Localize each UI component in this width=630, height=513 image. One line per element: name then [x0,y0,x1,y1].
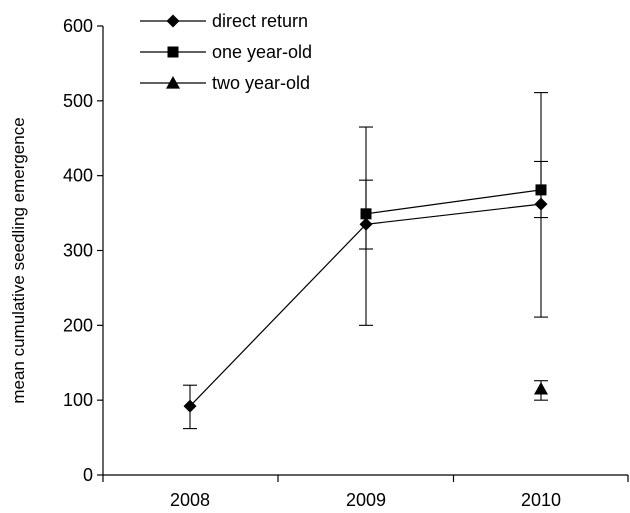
y-tick-label: 600 [63,16,93,36]
x-tick-label: 2008 [170,490,210,510]
y-tick-label: 400 [63,166,93,186]
y-tick-label: 500 [63,91,93,111]
data-point [183,399,197,413]
data-point [360,208,372,220]
legend-item: two year-old [140,73,310,93]
y-tick-label: 100 [63,390,93,410]
y-axis-label: mean cumulative seedling emergence [9,117,28,403]
x-tick-label: 2009 [346,490,386,510]
series-square [359,92,548,326]
series-line [365,189,542,215]
legend-label: two year-old [212,73,310,93]
y-tick-label: 300 [63,241,93,261]
data-point [535,184,547,196]
y-tick-label: 200 [63,315,93,335]
legend: direct return one year-old two year-old [140,11,312,93]
data-point [534,381,548,395]
y-ticks: 0 100 200 300 400 500 600 [63,16,103,485]
legend-marker [167,46,179,58]
legend-item: direct return [140,11,308,31]
x-ticks: 2008 2009 2010 [102,475,629,510]
x-tick-label: 2010 [521,490,561,510]
legend-label: direct return [212,11,308,31]
legend-item: one year-old [140,42,312,62]
legend-label: one year-old [212,42,312,62]
y-tick-label: 0 [83,465,93,485]
series-triangle [534,380,548,401]
legend-marker [166,14,180,28]
legend-marker [166,76,180,89]
series-layer [183,92,548,430]
